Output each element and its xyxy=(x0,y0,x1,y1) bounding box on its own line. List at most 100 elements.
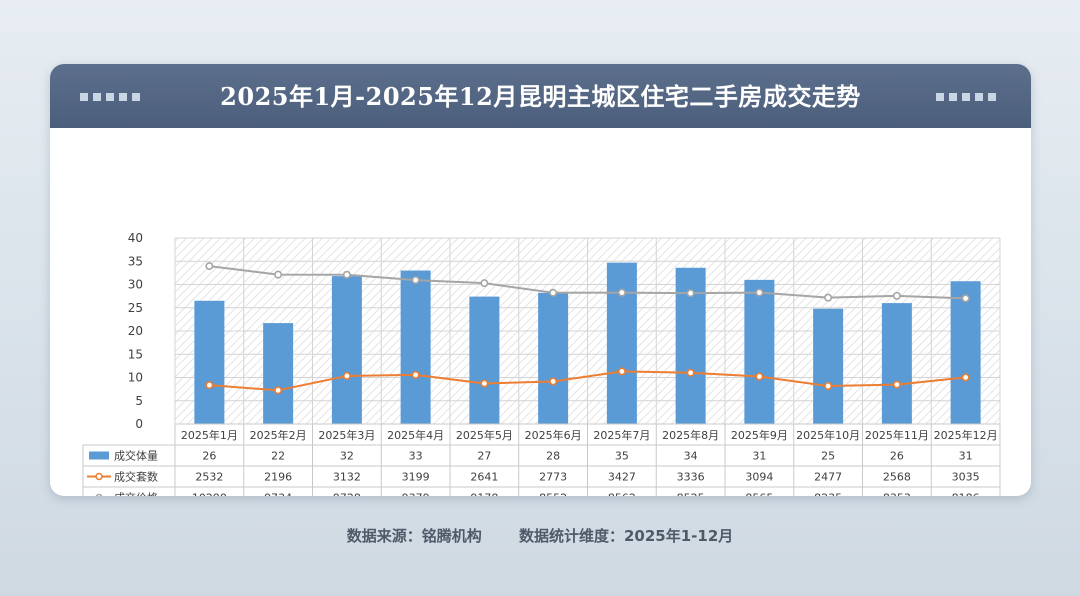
y-tick-label: 25 xyxy=(128,301,143,315)
table-value: 10290 xyxy=(192,492,227,497)
series-line xyxy=(209,265,966,300)
legend-key-marker xyxy=(95,472,103,481)
x-tick-label: 2025年12月 xyxy=(934,428,998,442)
table-value: 3035 xyxy=(952,471,980,484)
bar xyxy=(469,296,500,424)
series-point xyxy=(342,270,351,279)
y-tick-label: 10 xyxy=(128,371,143,385)
series-line xyxy=(209,370,966,392)
table-value: 3094 xyxy=(745,471,773,484)
table-value: 34 xyxy=(684,450,698,463)
y-tick-label: 35 xyxy=(128,254,143,268)
table-value: 31 xyxy=(959,450,973,463)
bar xyxy=(331,276,362,424)
table-value: 3336 xyxy=(677,471,705,484)
table-value: 26 xyxy=(202,450,216,463)
table-value: 2196 xyxy=(264,471,292,484)
series-point xyxy=(480,279,489,288)
series-point xyxy=(617,367,626,376)
bar xyxy=(263,323,294,424)
bar xyxy=(538,292,569,424)
table-value: 26 xyxy=(890,450,904,463)
table-value: 8525 xyxy=(677,492,705,497)
series-point xyxy=(961,373,970,382)
y-tick-label: 30 xyxy=(128,278,143,292)
bar xyxy=(606,262,637,424)
title-decoration-right xyxy=(936,93,996,101)
bar xyxy=(400,270,431,424)
table-value: 2641 xyxy=(470,471,498,484)
series-point xyxy=(961,294,970,303)
y-tick-label: 0 xyxy=(135,417,143,431)
x-tick-label: 2025年3月 xyxy=(318,428,375,442)
bar xyxy=(950,281,981,424)
table-value: 2532 xyxy=(195,471,223,484)
x-tick-label: 2025年4月 xyxy=(387,428,444,442)
bar xyxy=(744,279,775,424)
series-name: 成交套数 xyxy=(114,470,158,484)
series-point xyxy=(480,379,489,388)
series-point xyxy=(411,276,420,285)
series-point xyxy=(755,288,764,297)
table-value: 8186 xyxy=(952,492,980,497)
bar xyxy=(881,303,912,424)
table-value: 9734 xyxy=(264,492,292,497)
x-tick-label: 2025年9月 xyxy=(731,428,788,442)
table-value: 8565 xyxy=(745,492,773,497)
table-value: 9728 xyxy=(333,492,361,497)
x-tick-label: 2025年7月 xyxy=(593,428,650,442)
series-point xyxy=(205,262,214,271)
x-tick-label: 2025年5月 xyxy=(456,428,513,442)
table-value: 28 xyxy=(546,450,560,463)
table-value: 9178 xyxy=(470,492,498,497)
y-tick-label: 20 xyxy=(128,324,143,338)
table-value: 8235 xyxy=(814,492,842,497)
series-point xyxy=(686,289,695,298)
y-tick-label: 15 xyxy=(128,347,143,361)
table-value: 3132 xyxy=(333,471,361,484)
series-point xyxy=(755,372,764,381)
footer: 数据来源：铭腾机构 数据统计维度：2025年1-12月 xyxy=(0,525,1080,546)
series-point xyxy=(342,371,351,380)
series-point xyxy=(549,377,558,386)
series-point xyxy=(411,370,420,379)
series-name: 成交价格 xyxy=(114,491,158,497)
series-point xyxy=(274,386,283,395)
series-point xyxy=(824,381,833,390)
series-point xyxy=(686,368,695,377)
table-value: 35 xyxy=(615,450,629,463)
table-value: 27 xyxy=(477,450,491,463)
x-tick-label: 2025年8月 xyxy=(662,428,719,442)
table-value: 2477 xyxy=(814,471,842,484)
x-tick-label: 2025年2月 xyxy=(250,428,307,442)
table-value: 2568 xyxy=(883,471,911,484)
table-value: 3427 xyxy=(608,471,636,484)
series-point xyxy=(824,293,833,302)
series-name: 成交体量 xyxy=(114,449,158,463)
series-point xyxy=(892,291,901,300)
x-tick-label: 2025年10月 xyxy=(796,428,860,442)
y-tick-label: 40 xyxy=(128,231,143,245)
title-bar: 2025年1月-2025年12月昆明主城区住宅二手房成交走势 xyxy=(50,64,1031,128)
x-tick-label: 2025年11月 xyxy=(865,428,929,442)
series-point xyxy=(892,380,901,389)
series-point xyxy=(617,288,626,297)
table-value: 9379 xyxy=(402,492,430,497)
table-value: 22 xyxy=(271,450,285,463)
title-decoration-left xyxy=(80,93,140,101)
chart-card: 2025年1月-2025年12月昆明主城区住宅二手房成交走势 0 5 10 15 20 2… xyxy=(50,64,1031,496)
data-source-text: 数据来源：铭腾机构 xyxy=(346,527,482,545)
table-value: 33 xyxy=(409,450,423,463)
table-value: 8562 xyxy=(608,492,636,497)
legend-key-bar xyxy=(89,451,109,460)
y-tick-label: 5 xyxy=(135,394,143,408)
table-value: 32 xyxy=(340,450,354,463)
bar xyxy=(813,308,844,424)
x-tick-label: 2025年1月 xyxy=(181,428,238,442)
table-value: 31 xyxy=(752,450,766,463)
series-point xyxy=(549,288,558,297)
table-value: 3199 xyxy=(402,471,430,484)
x-tick-label: 2025年6月 xyxy=(525,428,582,442)
